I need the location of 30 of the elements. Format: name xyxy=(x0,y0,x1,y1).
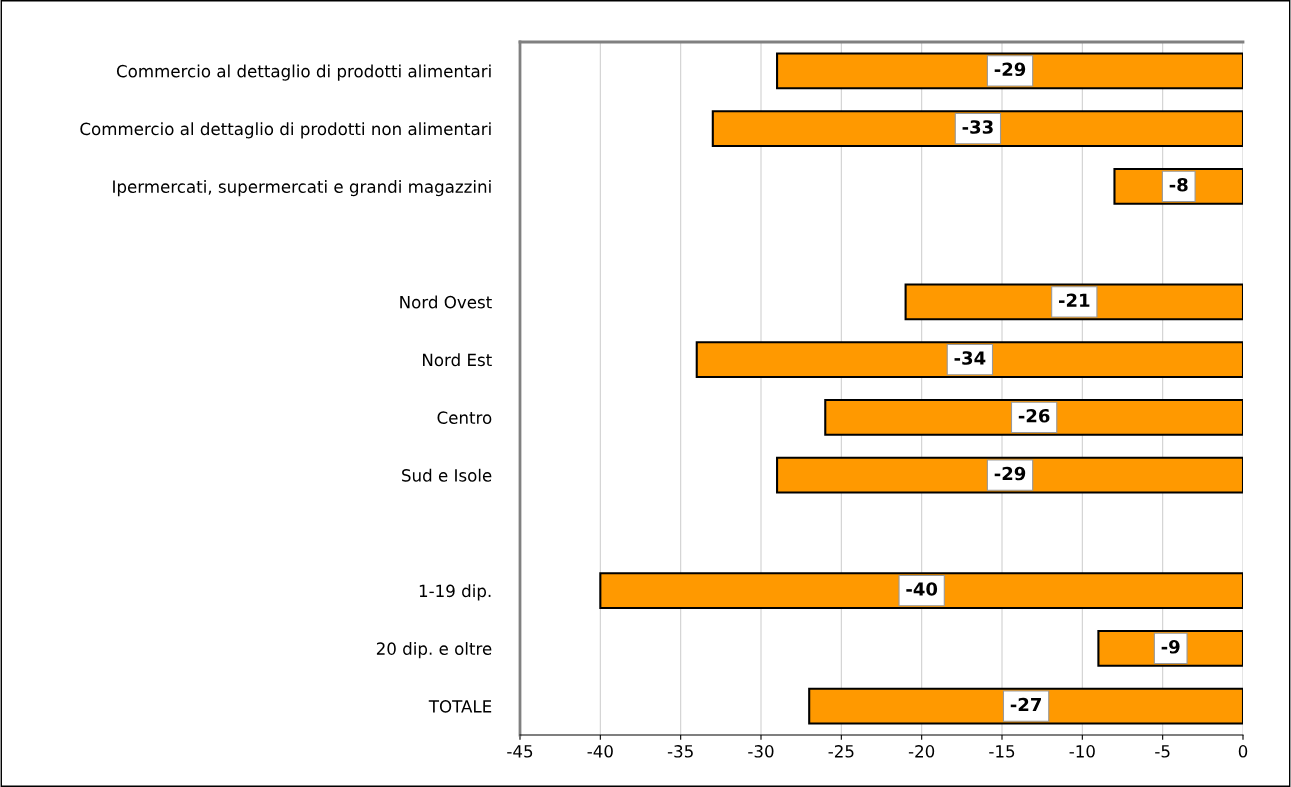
y-tick-label: 20 dip. e oltre xyxy=(376,642,492,659)
y-tick-label: Nord Est xyxy=(423,353,492,367)
x-tick-label: 0 xyxy=(1238,745,1248,758)
y-tick-label: 1-19 dip. xyxy=(419,584,491,601)
x-tick-label: -10 xyxy=(1069,745,1095,758)
x-tick-label: -35 xyxy=(667,745,693,758)
data-label: -21 xyxy=(1058,293,1090,307)
x-tick-label: -25 xyxy=(828,745,854,758)
y-tick-label: Commercio al dettaglio di prodotti non alimentari xyxy=(80,122,491,139)
y-tick-label: Sud e Isole xyxy=(402,468,492,482)
data-label: -26 xyxy=(1018,408,1050,423)
data-label: -8 xyxy=(1169,177,1188,192)
x-tick-label: -30 xyxy=(748,745,774,758)
y-tick-label: Nord Ovest xyxy=(400,295,492,309)
y-tick-label: TOTALE xyxy=(428,700,492,713)
x-tick-label: -5 xyxy=(1155,745,1170,758)
y-tick-label: Centro xyxy=(437,411,492,424)
y-tick-label: Ipermercati, supermercati e grandi magazzini xyxy=(113,180,491,197)
data-label: -40 xyxy=(906,582,938,596)
data-label: -29 xyxy=(994,62,1026,77)
data-label: -29 xyxy=(994,466,1026,481)
x-tick-label: -45 xyxy=(507,745,533,758)
data-label: -33 xyxy=(962,120,993,134)
data-label: -9 xyxy=(1161,639,1180,654)
x-tick-label: -20 xyxy=(908,745,935,758)
y-tick-label: Commercio al dettaglio di prodotti alimentari xyxy=(116,64,491,81)
x-tick-label: -40 xyxy=(587,745,613,758)
data-label: -34 xyxy=(954,351,986,365)
x-tick-label: -15 xyxy=(989,745,1015,758)
data-label: -27 xyxy=(1010,697,1041,712)
